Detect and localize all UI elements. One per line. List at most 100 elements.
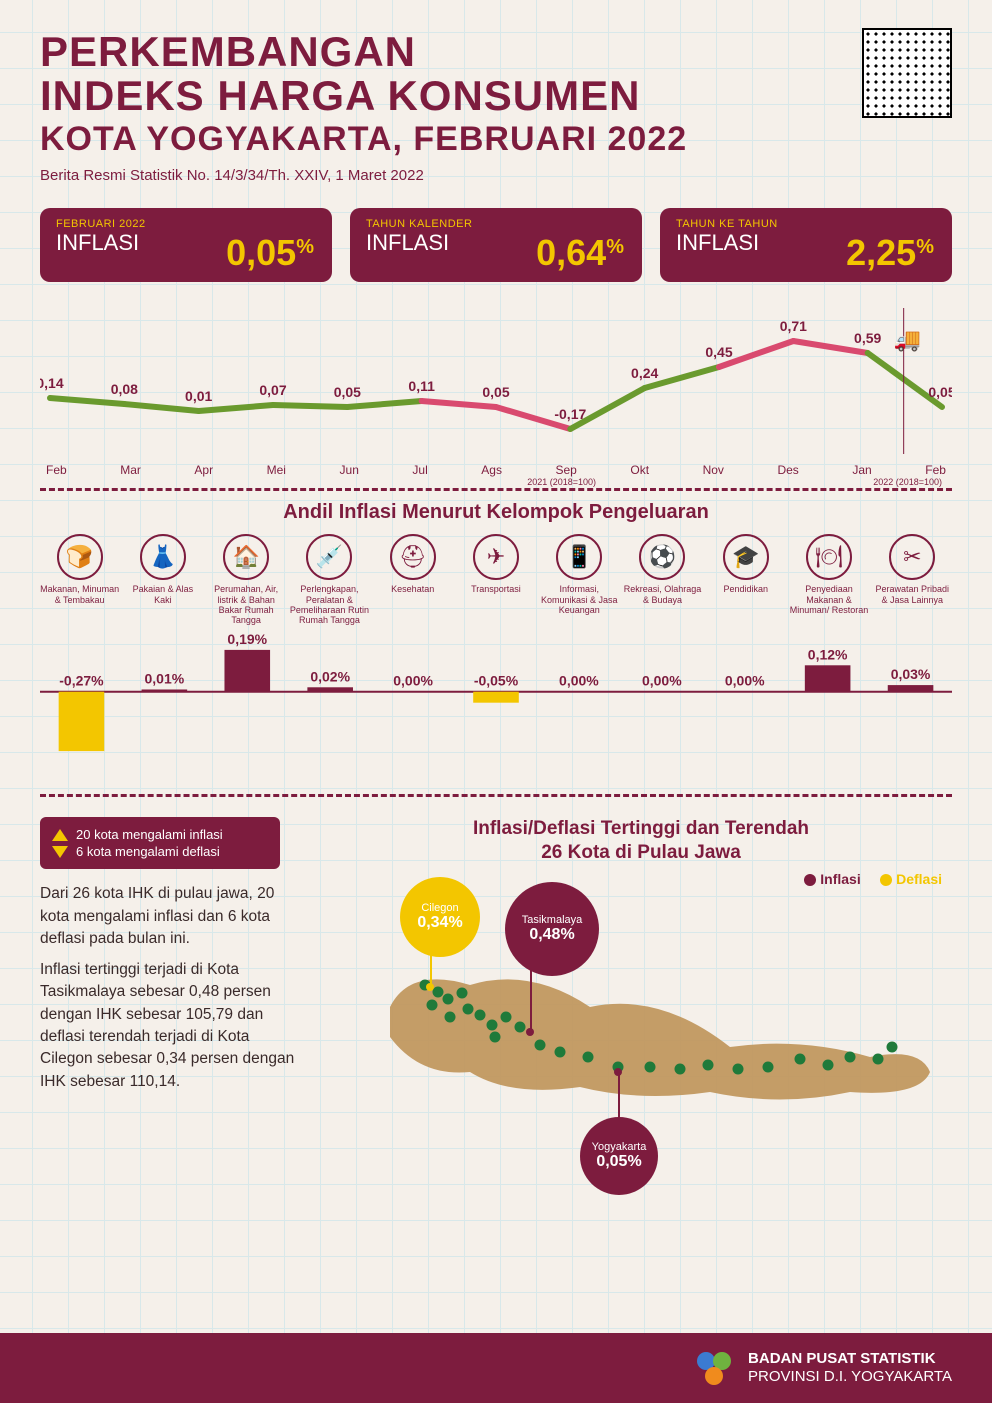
month-label: Jun xyxy=(340,463,359,477)
metric-top: TAHUN KE TAHUN xyxy=(676,218,936,230)
legend-inflasi-row: 20 kota mengalami inflasi xyxy=(52,827,268,842)
category-label: Penyediaan Makanan & Minuman/ Restoran xyxy=(789,584,868,628)
map-bubble-1: Tasikmalaya 0,48% xyxy=(505,882,599,976)
category-icon: 💉 xyxy=(306,534,352,580)
category-8: 🎓 Pendidikan xyxy=(706,534,785,628)
metric-label: INFLASI xyxy=(56,230,139,256)
bubble-city: Yogyakarta xyxy=(592,1141,647,1153)
category-label: Pendidikan xyxy=(706,584,785,628)
metrics-row: FEBRUARI 2022 INFLASI 0,05% TAHUN KALEND… xyxy=(0,194,992,288)
category-label: Perlengkapan, Peralatan & Pemeliharaan R… xyxy=(290,584,369,628)
bar-chart-svg: -0,27%0,01%0,19%0,02%0,00%-0,05%0,00%0,0… xyxy=(40,634,952,784)
map-title-2: 26 Kota di Pulau Jawa xyxy=(330,841,952,865)
svg-text:0,00%: 0,00% xyxy=(725,673,765,689)
category-icon: ⛑ xyxy=(390,534,436,580)
footer-line1: BADAN PUSAT STATISTIK xyxy=(748,1350,952,1368)
svg-text:0,08: 0,08 xyxy=(111,381,138,397)
dot-deflasi-icon xyxy=(880,874,892,886)
category-label: Makanan, Minuman & Tembakau xyxy=(40,584,119,628)
svg-text:0,00%: 0,00% xyxy=(642,673,682,689)
month-label: Mei xyxy=(267,463,286,477)
footer-text: BADAN PUSAT STATISTIK PROVINSI D.I. YOGY… xyxy=(748,1350,952,1386)
title-line3: KOTA YOGYAKARTA, FEBRUARI 2022 xyxy=(40,120,952,159)
map-bubble-2: Yogyakarta 0,05% xyxy=(580,1117,658,1195)
month-label: Mar xyxy=(120,463,141,477)
category-5: ✈ Transportasi xyxy=(456,534,535,628)
dot-inflasi-icon xyxy=(804,874,816,886)
triangle-down-icon xyxy=(52,846,68,858)
category-4: ⛑ Kesehatan xyxy=(373,534,452,628)
month-label: Jan xyxy=(852,463,871,477)
metric-value: 0,05% xyxy=(226,232,314,274)
category-icon: ✈ xyxy=(473,534,519,580)
map-legend-inflasi: Inflasi xyxy=(820,871,860,887)
separator-1 xyxy=(40,488,952,491)
map-legend-deflasi: Deflasi xyxy=(896,871,942,887)
legend-deflasi-text: 6 kota mengalami deflasi xyxy=(76,844,220,859)
category-label: Perawatan Pribadi & Jasa Lainnya xyxy=(873,584,952,628)
metric-card-0: FEBRUARI 2022 INFLASI 0,05% xyxy=(40,208,332,282)
line-chart-xaxis: FebMarAprMeiJunJulAgsSepOktNovDesJanFeb xyxy=(40,463,952,477)
month-label: Jul xyxy=(412,463,427,477)
category-0: 🍞 Makanan, Minuman & Tembakau xyxy=(40,534,119,628)
triangle-up-icon xyxy=(52,829,68,841)
category-label: Pakaian & Alas Kaki xyxy=(123,584,202,628)
line-chart-svg: 0,140,080,010,070,050,110,05-0,170,240,4… xyxy=(40,298,952,458)
month-label: Feb xyxy=(46,463,67,477)
line-chart: 0,140,080,010,070,050,110,05-0,170,240,4… xyxy=(40,298,952,478)
category-label: Rekreasi, Olahraga & Budaya xyxy=(623,584,702,628)
svg-text:0,45: 0,45 xyxy=(705,344,732,360)
svg-text:0,00%: 0,00% xyxy=(559,673,599,689)
metric-card-2: TAHUN KE TAHUN INFLASI 2,25% xyxy=(660,208,952,282)
footer: BADAN PUSAT STATISTIK PROVINSI D.I. YOGY… xyxy=(0,1333,992,1403)
svg-text:0,14: 0,14 xyxy=(40,375,64,391)
title-line1: PERKEMBANGAN xyxy=(40,30,952,74)
svg-text:0,07: 0,07 xyxy=(259,382,286,398)
legend-inflasi-text: 20 kota mengalami inflasi xyxy=(76,827,223,842)
categories-row: 🍞 Makanan, Minuman & Tembakau 👗 Pakaian … xyxy=(0,534,992,628)
map-column: Inflasi/Deflasi Tertinggi dan Terendah 2… xyxy=(330,817,952,1177)
bar-chart: -0,27%0,01%0,19%0,02%0,00%-0,05%0,00%0,0… xyxy=(40,634,952,784)
qr-code xyxy=(862,28,952,118)
svg-text:0,01%: 0,01% xyxy=(145,671,185,687)
category-label: Perumahan, Air, listrik & Bahan Bakar Ru… xyxy=(207,584,286,628)
pin-end-dot xyxy=(614,1068,622,1076)
metric-top: FEBRUARI 2022 xyxy=(56,218,316,230)
category-label: Informasi, Komunikasi & Jasa Keuangan xyxy=(540,584,619,628)
footer-line2: PROVINSI D.I. YOGYAKARTA xyxy=(748,1368,952,1386)
bottom-section: 20 kota mengalami inflasi 6 kota mengala… xyxy=(0,807,992,1177)
month-label: Nov xyxy=(703,463,724,477)
legend-deflasi-row: 6 kota mengalami deflasi xyxy=(52,844,268,859)
axis-note-left: 2021 (2018=100) xyxy=(527,477,596,487)
svg-text:🚚: 🚚 xyxy=(894,327,921,352)
svg-text:0,12%: 0,12% xyxy=(808,646,848,662)
svg-text:0,71: 0,71 xyxy=(780,318,807,334)
map-bubble-0: Cilegon 0,34% xyxy=(400,877,480,957)
bubble-value: 0,34% xyxy=(417,914,462,932)
bubble-city: Tasikmalaya xyxy=(522,914,583,926)
title-line2: INDEKS HARGA KONSUMEN xyxy=(40,74,952,118)
pin-end-dot xyxy=(426,983,434,991)
svg-text:0,19%: 0,19% xyxy=(227,634,267,647)
metric-value: 0,64% xyxy=(536,232,624,274)
category-icon: 🍽 xyxy=(806,534,852,580)
category-icon: 🏠 xyxy=(223,534,269,580)
category-icon: ✂ xyxy=(889,534,935,580)
metric-top: TAHUN KALENDER xyxy=(366,218,626,230)
map-title-1: Inflasi/Deflasi Tertinggi dan Terendah xyxy=(330,817,952,841)
metric-card-1: TAHUN KALENDER INFLASI 0,64% xyxy=(350,208,642,282)
categories-title: Andil Inflasi Menurut Kelompok Pengeluar… xyxy=(0,501,992,524)
category-icon: 👗 xyxy=(140,534,186,580)
month-label: Sep xyxy=(556,463,577,477)
category-9: 🍽 Penyediaan Makanan & Minuman/ Restoran xyxy=(789,534,868,628)
svg-text:0,59: 0,59 xyxy=(854,330,881,346)
category-7: ⚽ Rekreasi, Olahraga & Budaya xyxy=(623,534,702,628)
svg-text:0,24: 0,24 xyxy=(631,365,658,381)
svg-text:0,02%: 0,02% xyxy=(310,668,350,684)
month-label: Feb xyxy=(925,463,946,477)
svg-text:0,05: 0,05 xyxy=(928,384,952,400)
svg-text:-0,05%: -0,05% xyxy=(474,673,519,689)
month-label: Okt xyxy=(630,463,649,477)
separator-2 xyxy=(40,794,952,797)
category-3: 💉 Perlengkapan, Peralatan & Pemeliharaan… xyxy=(290,534,369,628)
